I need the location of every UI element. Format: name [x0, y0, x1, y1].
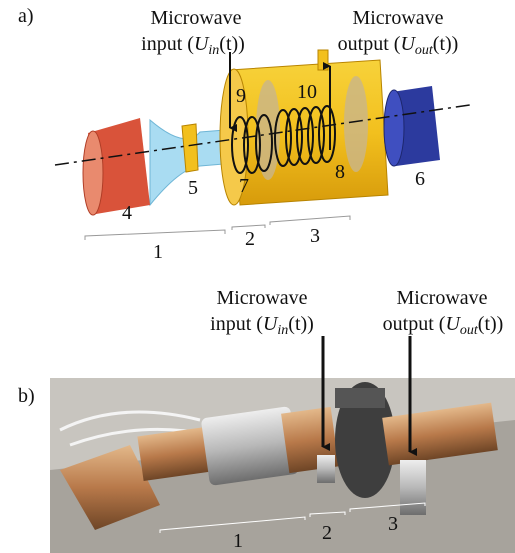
output-title: Microwave — [396, 287, 487, 309]
section-number: 1 — [233, 530, 243, 552]
schematic — [55, 50, 470, 240]
input-label: input (Uin(t)) — [141, 33, 245, 58]
part-number: 2 — [245, 228, 255, 250]
part-number: 5 — [188, 177, 198, 199]
section-number: 3 — [388, 513, 398, 535]
figure: a) Microwave input (Uin(t)) Microwave ou… — [0, 0, 515, 553]
input-title: Microwave — [150, 7, 241, 29]
output-label: output (Uout(t)) — [383, 313, 504, 338]
output-title: Microwave — [352, 7, 443, 29]
panel-label: b) — [18, 385, 35, 407]
part-number: 7 — [239, 175, 249, 197]
section-number: 2 — [322, 522, 332, 544]
part-number: 4 — [122, 202, 132, 224]
input-label: input (Uin(t)) — [210, 313, 314, 338]
panel-label: a) — [18, 5, 34, 27]
part-number: 9 — [236, 85, 246, 107]
input-title: Microwave — [216, 287, 307, 309]
photo — [50, 336, 515, 553]
part-number: 3 — [310, 225, 320, 247]
part-number: 8 — [335, 161, 345, 183]
part-number: 6 — [415, 168, 425, 190]
part-number: 10 — [297, 81, 317, 103]
part-number: 1 — [153, 241, 163, 263]
output-label: output (Uout(t)) — [338, 33, 459, 58]
